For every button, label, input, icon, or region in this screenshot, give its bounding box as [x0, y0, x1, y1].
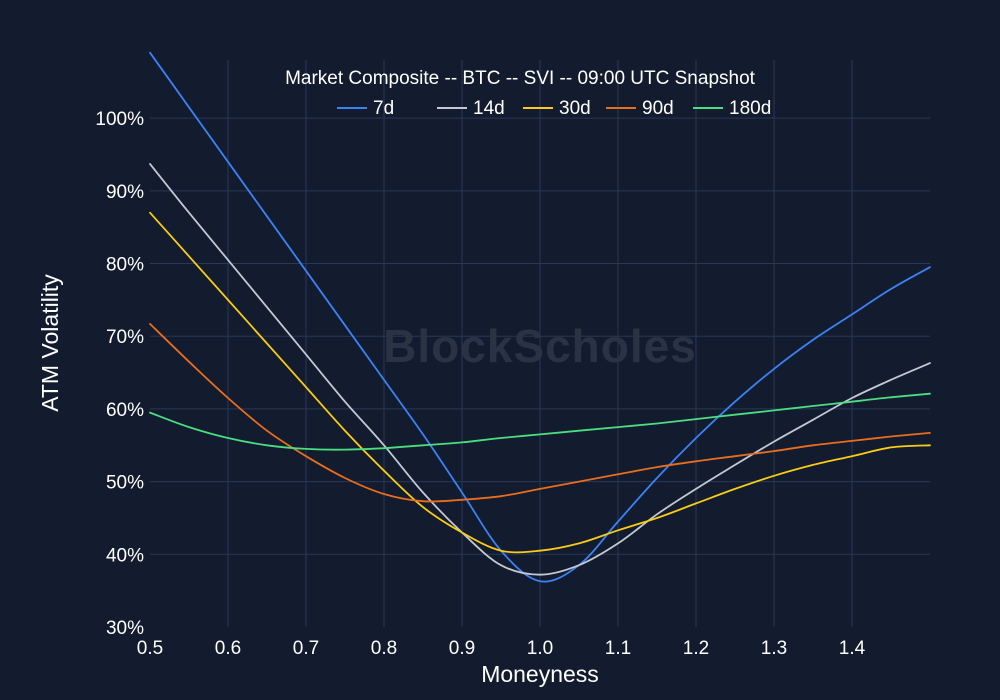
legend-label: 14d — [473, 98, 505, 119]
legend-label: 30d — [559, 98, 591, 119]
y-tick-label: 60% — [106, 400, 144, 421]
x-tick-label: 1.2 — [683, 638, 709, 659]
y-tick-label: 80% — [106, 255, 144, 276]
watermark: BlockScholes — [383, 320, 697, 372]
series-line-30d — [149, 211, 931, 554]
x-tick-label: 0.6 — [215, 638, 241, 659]
legend-item-30d[interactable]: 30d — [523, 98, 591, 119]
x-tick-label: 1.3 — [761, 638, 787, 659]
legend-label: 180d — [729, 98, 771, 119]
x-axis-title: Moneyness — [481, 661, 599, 687]
y-tick-label: 50% — [106, 473, 144, 494]
y-tick-labels: 30% 40% 50% 60% 70% 80% 90% 100% — [95, 109, 144, 639]
y-tick-label: 70% — [106, 327, 144, 348]
y-tick-label: 30% — [106, 618, 144, 639]
legend-label: 90d — [642, 98, 674, 119]
legend-label: 7d — [373, 98, 394, 119]
x-tick-label: 1.1 — [605, 638, 631, 659]
legend-item-7d[interactable]: 7d — [337, 98, 394, 119]
series-line-180d — [149, 392, 931, 451]
legend-item-180d[interactable]: 180d — [693, 98, 771, 119]
y-axis-title: ATM Volatility — [37, 274, 63, 412]
y-tick-label: 100% — [95, 109, 144, 130]
legend[interactable]: 7d 14d 30d 90d 180d — [337, 98, 771, 119]
x-tick-label: 0.9 — [449, 638, 475, 659]
x-tick-label: 1.0 — [527, 638, 553, 659]
series-layer — [149, 51, 931, 583]
y-tick-label: 90% — [106, 182, 144, 203]
legend-item-14d[interactable]: 14d — [437, 98, 505, 119]
series-line-90d — [149, 323, 931, 503]
series-line-14d — [149, 163, 931, 576]
x-tick-label: 0.8 — [371, 638, 397, 659]
x-tick-label: 0.5 — [137, 638, 163, 659]
y-tick-label: 40% — [106, 545, 144, 566]
grid — [150, 60, 930, 627]
x-tick-label: 0.7 — [293, 638, 319, 659]
legend-item-90d[interactable]: 90d — [606, 98, 674, 119]
x-tick-label: 1.4 — [839, 638, 866, 659]
chart-title: Market Composite -- BTC -- SVI -- 09:00 … — [285, 68, 756, 89]
x-tick-labels: 0.5 0.6 0.7 0.8 0.9 1.0 1.1 1.2 1.3 1.4 — [137, 638, 866, 659]
